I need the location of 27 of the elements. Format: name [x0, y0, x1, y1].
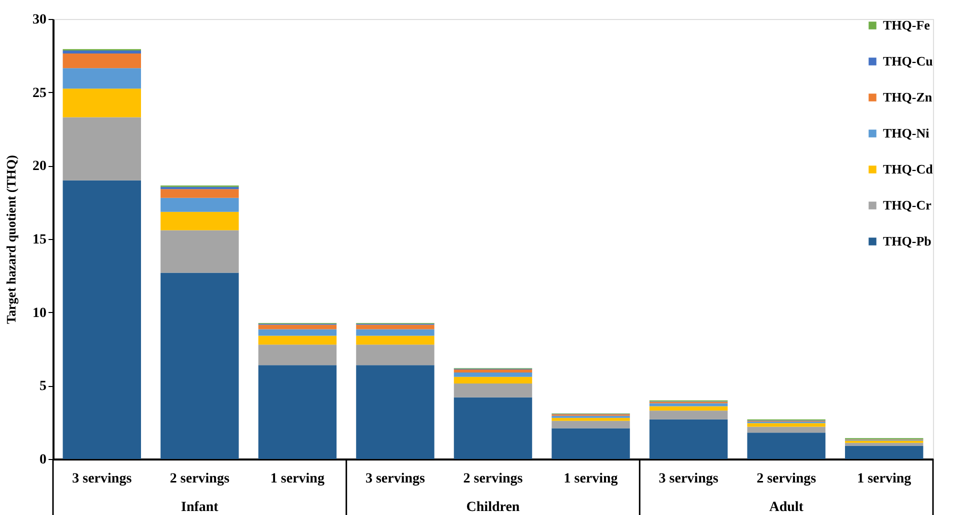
x-tick-label: 1 serving — [564, 472, 618, 486]
x-tick-label: 3 servings — [658, 472, 719, 486]
y-tick-label: 15 — [32, 232, 46, 248]
legend-label: THQ-Cd — [883, 162, 934, 176]
x-tick-label: 3 servings — [365, 472, 426, 486]
x-tick-label: 1 serving — [270, 472, 324, 486]
legend-label: THQ-Pb — [883, 234, 932, 248]
text: Children — [466, 500, 520, 515]
legend-label: THQ-Fe — [883, 18, 930, 32]
text: Adult — [769, 500, 804, 515]
legend-label: THQ-Ni — [883, 126, 930, 140]
x-tick-label: 1 serving — [857, 472, 912, 486]
x-tick-label: 3 servings — [72, 472, 132, 486]
y-tick-label: 25 — [32, 86, 46, 101]
legend-label: THQ-Zn — [883, 90, 933, 104]
x-tick-label: 2 servings — [463, 472, 524, 486]
y-axis-title: Target hazard quotient (THQ) — [4, 155, 18, 324]
legend-label: THQ-Cu — [883, 54, 933, 68]
x-tick-label: 2 servings — [756, 472, 817, 486]
y-tick-label: 30 — [32, 12, 46, 28]
x-tick-label: 2 servings — [170, 472, 230, 486]
y-tick-label: 0 — [40, 452, 46, 468]
text: Infant — [180, 500, 219, 515]
y-tick-label: 5 — [40, 379, 46, 394]
legend-label: THQ-Cr — [883, 198, 932, 212]
y-tick-label: 10 — [32, 306, 46, 321]
y-tick-label: 20 — [32, 159, 46, 174]
